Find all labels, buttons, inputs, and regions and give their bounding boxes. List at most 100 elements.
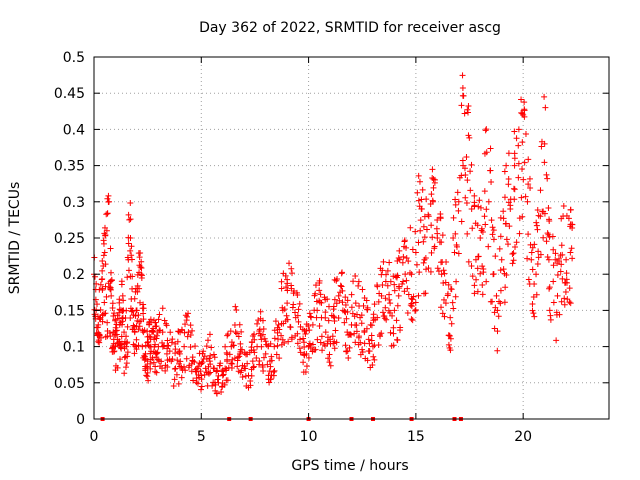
data-point — [124, 274, 131, 281]
data-point — [184, 333, 191, 340]
data-point — [224, 332, 231, 339]
data-point — [344, 348, 351, 355]
data-point — [164, 337, 171, 344]
data-point — [137, 299, 144, 306]
data-point — [509, 251, 516, 258]
data-point — [552, 250, 559, 257]
data-point — [425, 211, 432, 218]
data-point — [209, 382, 216, 389]
data-point — [527, 184, 534, 191]
data-point — [132, 312, 139, 319]
data-point — [111, 348, 118, 355]
data-point — [559, 251, 566, 258]
data-point — [112, 317, 119, 324]
data-point — [505, 241, 512, 248]
data-point — [284, 280, 291, 287]
data-point — [558, 242, 565, 249]
data-point — [482, 221, 489, 228]
data-point — [534, 226, 541, 233]
data-point — [236, 321, 243, 328]
data-point — [521, 159, 528, 166]
data-point — [491, 325, 498, 332]
data-point — [159, 329, 166, 336]
data-point — [309, 341, 316, 348]
data-point — [409, 317, 416, 324]
data-point — [207, 361, 214, 368]
data-point — [390, 330, 397, 337]
data-point — [251, 349, 258, 356]
data-point — [335, 315, 342, 322]
data-point — [153, 369, 160, 376]
data-point — [410, 293, 417, 300]
data-point — [467, 187, 474, 194]
data-point — [518, 194, 525, 201]
data-point — [185, 364, 192, 371]
data-point — [359, 348, 366, 355]
data-point — [563, 270, 570, 277]
data-point — [501, 299, 508, 306]
data-point — [472, 256, 479, 263]
data-point — [249, 358, 256, 365]
data-point — [307, 313, 314, 320]
data-point — [479, 291, 486, 298]
data-point — [503, 272, 510, 279]
data-point — [123, 343, 130, 350]
data-point — [234, 363, 241, 370]
data-point — [483, 206, 490, 213]
data-point — [492, 253, 499, 260]
data-point — [206, 355, 213, 362]
data-point — [99, 258, 106, 265]
data-point — [393, 274, 400, 281]
data-point — [471, 290, 478, 297]
data-point — [493, 292, 500, 299]
data-point — [349, 310, 356, 317]
data-point — [146, 333, 153, 340]
data-point — [297, 336, 303, 343]
data-point — [412, 307, 419, 314]
data-point — [552, 256, 559, 263]
data-point — [182, 367, 189, 374]
data-point — [422, 290, 429, 297]
data-point — [526, 175, 533, 182]
data-point — [195, 363, 202, 370]
data-point — [522, 130, 529, 137]
data-point — [353, 328, 360, 335]
data-point — [567, 300, 574, 307]
data-point — [102, 310, 109, 317]
data-point — [208, 344, 215, 351]
data-point — [448, 320, 455, 327]
data-point — [401, 288, 408, 295]
data-point — [515, 160, 522, 167]
data-point — [125, 267, 132, 274]
data-point — [386, 259, 393, 266]
data-point — [363, 325, 370, 332]
data-point — [138, 271, 145, 278]
data-point — [104, 195, 111, 202]
data-point — [136, 285, 143, 292]
data-point — [109, 300, 116, 307]
data-point — [560, 203, 567, 210]
data-point — [233, 330, 240, 337]
data-point — [283, 284, 290, 291]
data-point — [131, 342, 138, 349]
y-tick-label: 0.15 — [54, 303, 85, 319]
data-point — [178, 374, 185, 381]
data-point — [471, 192, 478, 199]
data-point — [113, 327, 120, 334]
x-tick-label: 10 — [300, 429, 318, 445]
data-point — [445, 341, 452, 348]
data-point — [129, 273, 136, 280]
data-point — [308, 314, 315, 321]
data-point — [497, 287, 504, 294]
data-point — [468, 263, 475, 270]
data-point — [391, 281, 398, 288]
data-point — [512, 244, 519, 251]
data-point — [384, 282, 391, 289]
data-point — [459, 157, 466, 164]
data-point — [489, 224, 496, 231]
data-point — [280, 270, 287, 277]
data-point — [479, 263, 486, 270]
data-point — [123, 333, 130, 340]
data-point — [360, 302, 367, 309]
data-point — [329, 333, 336, 340]
